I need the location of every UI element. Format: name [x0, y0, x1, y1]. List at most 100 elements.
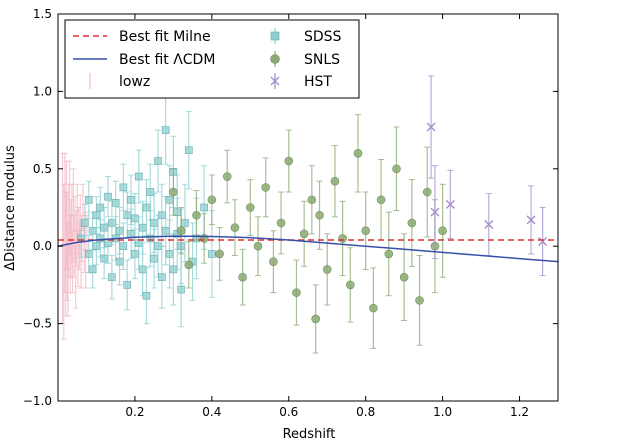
data-point: [161, 126, 170, 134]
data-point: [165, 195, 174, 204]
legend: Best fit Milne Best fit ΛCDM lowz SDSS SNLS H…: [64, 19, 360, 99]
data-point: [422, 187, 432, 197]
data-point: [445, 199, 455, 209]
data-point: [192, 210, 201, 220]
plot-marks: [58, 75, 558, 354]
data-point: [158, 273, 166, 281]
y-tick-label: 0.5: [33, 162, 52, 176]
data-point: [138, 223, 147, 232]
data-point: [119, 183, 128, 192]
legend-swatch: [270, 54, 280, 64]
data-point: [426, 122, 436, 132]
data-point: [169, 187, 178, 197]
data-point: [88, 226, 97, 235]
y-tick-label: 1.5: [33, 7, 52, 21]
series-lowz: [59, 152, 90, 340]
plot-frame: [57, 13, 559, 402]
data-point: [299, 229, 309, 239]
data-point: [176, 226, 186, 236]
y-tick-label: −1.0: [23, 394, 52, 408]
data-point: [84, 195, 93, 204]
series-hst: [426, 75, 548, 277]
data-point: [142, 291, 151, 300]
data-point: [215, 249, 224, 259]
data-point: [81, 219, 89, 227]
data-point: [88, 265, 97, 274]
data-point: [134, 172, 143, 181]
data-point: [330, 176, 340, 186]
data-point: [399, 272, 409, 282]
data-point: [261, 183, 270, 192]
data-point: [369, 303, 378, 313]
legend-label: Best fit ΛCDM: [119, 52, 215, 68]
series-snls: [169, 114, 447, 354]
x-tick-label: 0.4: [202, 405, 221, 419]
data-point: [181, 219, 189, 227]
data-point: [184, 146, 193, 155]
data-point: [138, 265, 147, 274]
data-point: [438, 226, 447, 236]
legend-box: [64, 19, 360, 99]
y-tick-label: 0.0: [33, 239, 52, 253]
data-point: [338, 234, 347, 243]
data-point: [230, 223, 240, 232]
data-point: [484, 220, 494, 230]
data-point: [430, 207, 440, 217]
data-point: [376, 195, 386, 205]
data-point: [407, 218, 417, 228]
axes: 0.2 0.4 0.6 0.8 1.0 1.2 −1.0 −0.5 0.0 0.5 1.0 1.5: [23, 7, 559, 419]
x-tick-label: 0.8: [356, 405, 375, 419]
data-point: [184, 260, 194, 270]
data-point: [158, 211, 166, 220]
data-point: [111, 199, 120, 207]
data-point: [123, 211, 132, 220]
data-point: [246, 203, 255, 212]
data-point: [100, 254, 108, 263]
y-axis-label: ΔDistance modulus: [3, 145, 18, 271]
data-point: [284, 156, 294, 166]
data-point: [131, 250, 139, 258]
data-point: [123, 281, 132, 289]
data-point: [538, 237, 548, 247]
legend-label: Best fit Milne: [119, 29, 211, 45]
legend-entry: SDSS: [270, 28, 342, 45]
data-point: [127, 195, 135, 204]
data-point: [222, 172, 232, 181]
data-point: [104, 192, 112, 201]
y-tick-label: 1.0: [33, 84, 52, 98]
data-point: [108, 273, 116, 281]
data-point: [269, 257, 278, 266]
data-point: [108, 219, 116, 227]
x-tick-label: 1.0: [433, 405, 452, 419]
data-point: [127, 230, 135, 238]
data-point: [292, 288, 301, 297]
data-point: [311, 314, 320, 324]
data-point: [115, 257, 124, 266]
data-point: [276, 218, 286, 228]
data-point: [238, 272, 247, 282]
data-point: [92, 211, 101, 220]
data-point: [392, 164, 401, 174]
legend-label: HST: [304, 74, 332, 90]
x-tick-label: 1.2: [510, 405, 529, 419]
y-tick-label: −0.5: [23, 317, 52, 331]
legend-label: lowz: [119, 74, 150, 90]
data-point: [84, 250, 93, 258]
data-point: [161, 226, 170, 235]
legend-entry: Best fit Milne: [73, 29, 211, 45]
data-point: [415, 296, 424, 305]
data-point: [154, 157, 162, 165]
x-tick-label: 0.2: [125, 405, 144, 419]
legend-label: SNLS: [304, 52, 340, 68]
data-point: [92, 242, 101, 250]
data-point: [208, 250, 216, 258]
plot-area: [58, 75, 558, 354]
data-point: [353, 149, 363, 158]
data-point: [307, 195, 317, 205]
data-point: [150, 219, 158, 227]
data-point: [361, 226, 370, 236]
legend-entry: HST: [270, 73, 332, 90]
x-tick-label: 0.6: [279, 405, 298, 419]
data-point: [384, 249, 394, 259]
